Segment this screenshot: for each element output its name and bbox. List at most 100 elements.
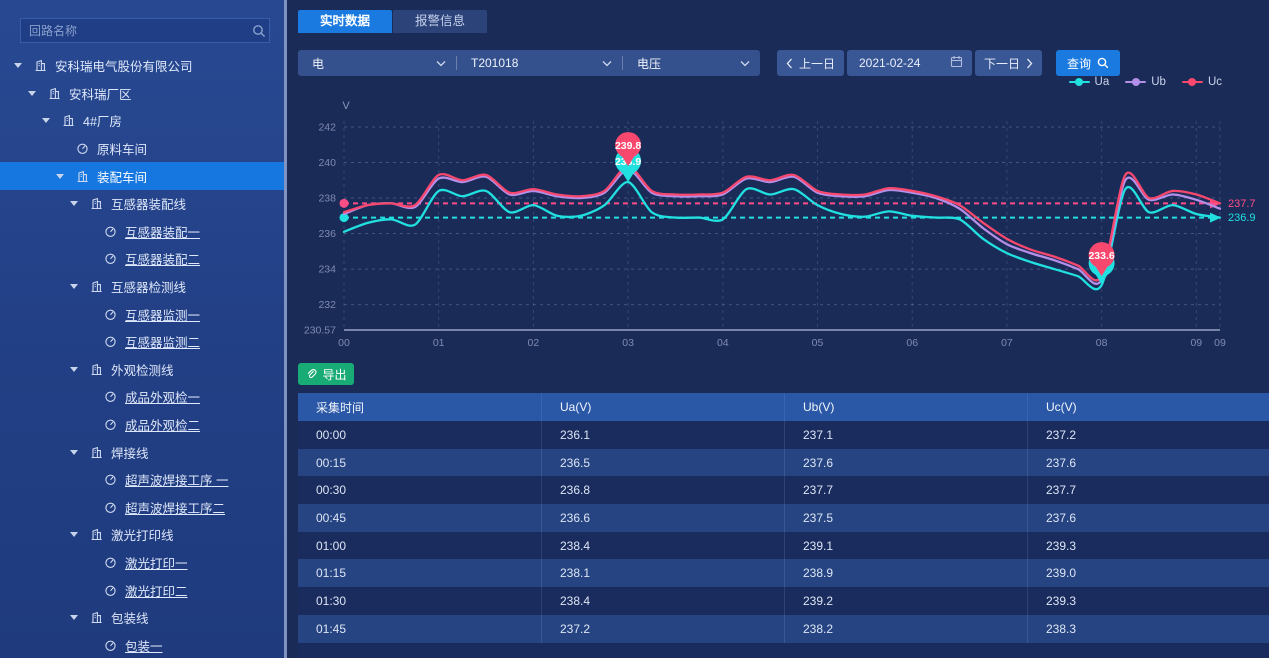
table-cell: 00:00 [298,421,542,449]
tree-item[interactable]: 成品外观检一 [0,383,284,411]
query-label: 查询 [1066,56,1091,71]
tree-item[interactable]: 互感器检测线 [0,273,284,301]
tree-item[interactable]: 装配车间 [0,162,284,190]
expand-arrow-icon[interactable] [40,118,62,124]
building-icon [90,362,104,376]
building-icon [90,280,104,294]
tree-item[interactable]: 包装线 [0,604,284,632]
tree-item-label: 激光打印线 [111,529,174,544]
voltage-chart[interactable]: 242 240 238 236 234 232 230.57 00 01 02 03 04 05 06 07… [287,88,1269,358]
table-cell: 237.2 [1046,427,1077,442]
table-row: 00:45 236.6 237.5 237.6 [298,504,1269,532]
tree-item[interactable]: 成品外观检二 [0,411,284,439]
tree-item-label: 成品外观检一 [125,391,201,406]
metric-value: 电压 [637,56,662,71]
search-icon[interactable] [249,24,269,38]
sidebar-scrollbar[interactable] [284,0,287,658]
tree-item[interactable]: 原料车间 [0,135,284,163]
chart-legend: Ua Ub Uc [1053,76,1222,88]
tree-item[interactable]: 焊接线 [0,438,284,466]
expand-arrow-icon[interactable] [68,201,90,207]
divider [622,56,623,70]
building-icon [90,445,104,459]
tree-item[interactable]: 外观检测线 [0,356,284,384]
date-picker[interactable]: 2021-02-24 [847,50,972,76]
energy-type-value: 电 [312,56,325,71]
table-cell: 237.6 [1046,455,1077,470]
tree-item-label: 互感器监测二 [125,336,201,351]
expand-arrow-icon[interactable] [68,532,90,538]
tab-realtime-data[interactable]: 实时数据 [298,10,392,33]
circuit-search-box[interactable] [20,18,270,43]
col-header-ub: Ub(V) [785,393,1028,421]
svg-text:03: 03 [622,337,634,349]
table-cell: 237.6 [785,448,1028,477]
tree-item[interactable]: 安科瑞厂区 [0,80,284,108]
tree-item-label: 原料车间 [97,143,148,158]
expand-arrow-icon[interactable] [68,615,90,621]
next-day-button[interactable]: 下一日 [975,50,1042,76]
tree-item[interactable]: 超声波焊接工序 一 [0,466,284,494]
metric-select[interactable]: 电压 [623,50,760,76]
tree-item-label: 互感器检测线 [111,281,187,296]
legend-marker-icon [1181,78,1203,86]
chevron-down-icon [740,60,750,67]
tree-item[interactable]: 4#厂房 [0,107,284,135]
divider [456,56,457,70]
legend-marker-icon [1068,78,1090,86]
tree-item[interactable]: 互感器装配二 [0,245,284,273]
tree-item[interactable]: 互感器监测二 [0,328,284,356]
energy-type-select[interactable]: 电 [298,50,456,76]
table-cell: 238.4 [542,531,785,560]
expand-arrow-icon[interactable] [54,173,76,179]
tree-item-label: 互感器装配一 [125,225,201,240]
svg-text:232: 232 [318,299,336,311]
tree-item[interactable]: 激光打印二 [0,576,284,604]
chevron-left-icon [786,58,793,69]
tree-item-label: 包装一 [125,639,163,654]
tree-item-label: 焊接线 [111,446,149,461]
expand-arrow-icon[interactable] [12,63,34,69]
tree-item[interactable]: 超声波焊接工序二 [0,494,284,522]
export-label: 导出 [322,367,347,382]
tab-alarm-info[interactable]: 报警信息 [393,10,487,33]
table-cell: 236.1 [542,421,785,449]
svg-text:07: 07 [1001,337,1013,349]
table-cell: 01:30 [298,587,542,615]
legend-marker-icon [1125,78,1147,86]
svg-text:09: 09 [1190,337,1202,349]
svg-text:05: 05 [812,337,824,349]
data-table: 采集时间 Ua(V) Ub(V) Uc(V) 00:00 236.1 237.1 23… [298,393,1269,658]
tabbar: 实时数据 报警信息 [298,10,488,33]
tree-item[interactable]: 包装一 [0,631,284,658]
gauge-icon [104,418,118,432]
tree-item[interactable]: 互感器监测一 [0,300,284,328]
svg-text:242: 242 [318,122,336,134]
expand-arrow-icon[interactable] [26,90,48,96]
tree-item[interactable]: 激光打印线 [0,521,284,549]
expand-arrow-icon[interactable] [68,284,90,290]
tree-item-label: 超声波焊接工序二 [125,501,226,516]
device-tree: 安科瑞电气股份有限公司 安科瑞厂区 4#厂房原料车间装配车间 互感器装配线互感器装配一… [0,52,284,658]
tree-item[interactable]: 互感器装配线 [0,190,284,218]
tree-item[interactable]: 互感器装配一 [0,218,284,246]
device-select[interactable]: T201018 [457,50,622,76]
expand-arrow-icon[interactable] [68,449,90,455]
legend-item-uc[interactable]: Uc [1181,76,1222,88]
search-input[interactable] [21,23,249,38]
legend-item-ua[interactable]: Ua [1068,76,1109,88]
tree-item[interactable]: 安科瑞电气股份有限公司 [0,52,284,80]
table-cell: 00:30 [298,476,542,505]
expand-arrow-icon[interactable] [68,366,90,372]
legend-item-ub[interactable]: Ub [1125,76,1166,88]
table-cell: 236.5 [542,448,785,477]
svg-text:240: 240 [318,157,336,169]
tree-item[interactable]: 激光打印一 [0,549,284,577]
query-button[interactable]: 查询 [1056,50,1120,76]
table-cell: 237.7 [785,476,1028,505]
search-icon [1097,57,1109,69]
prev-day-button[interactable]: 上一日 [777,50,844,76]
export-button[interactable]: 导出 [298,363,354,385]
tree-item-label: 互感器监测一 [125,308,201,323]
